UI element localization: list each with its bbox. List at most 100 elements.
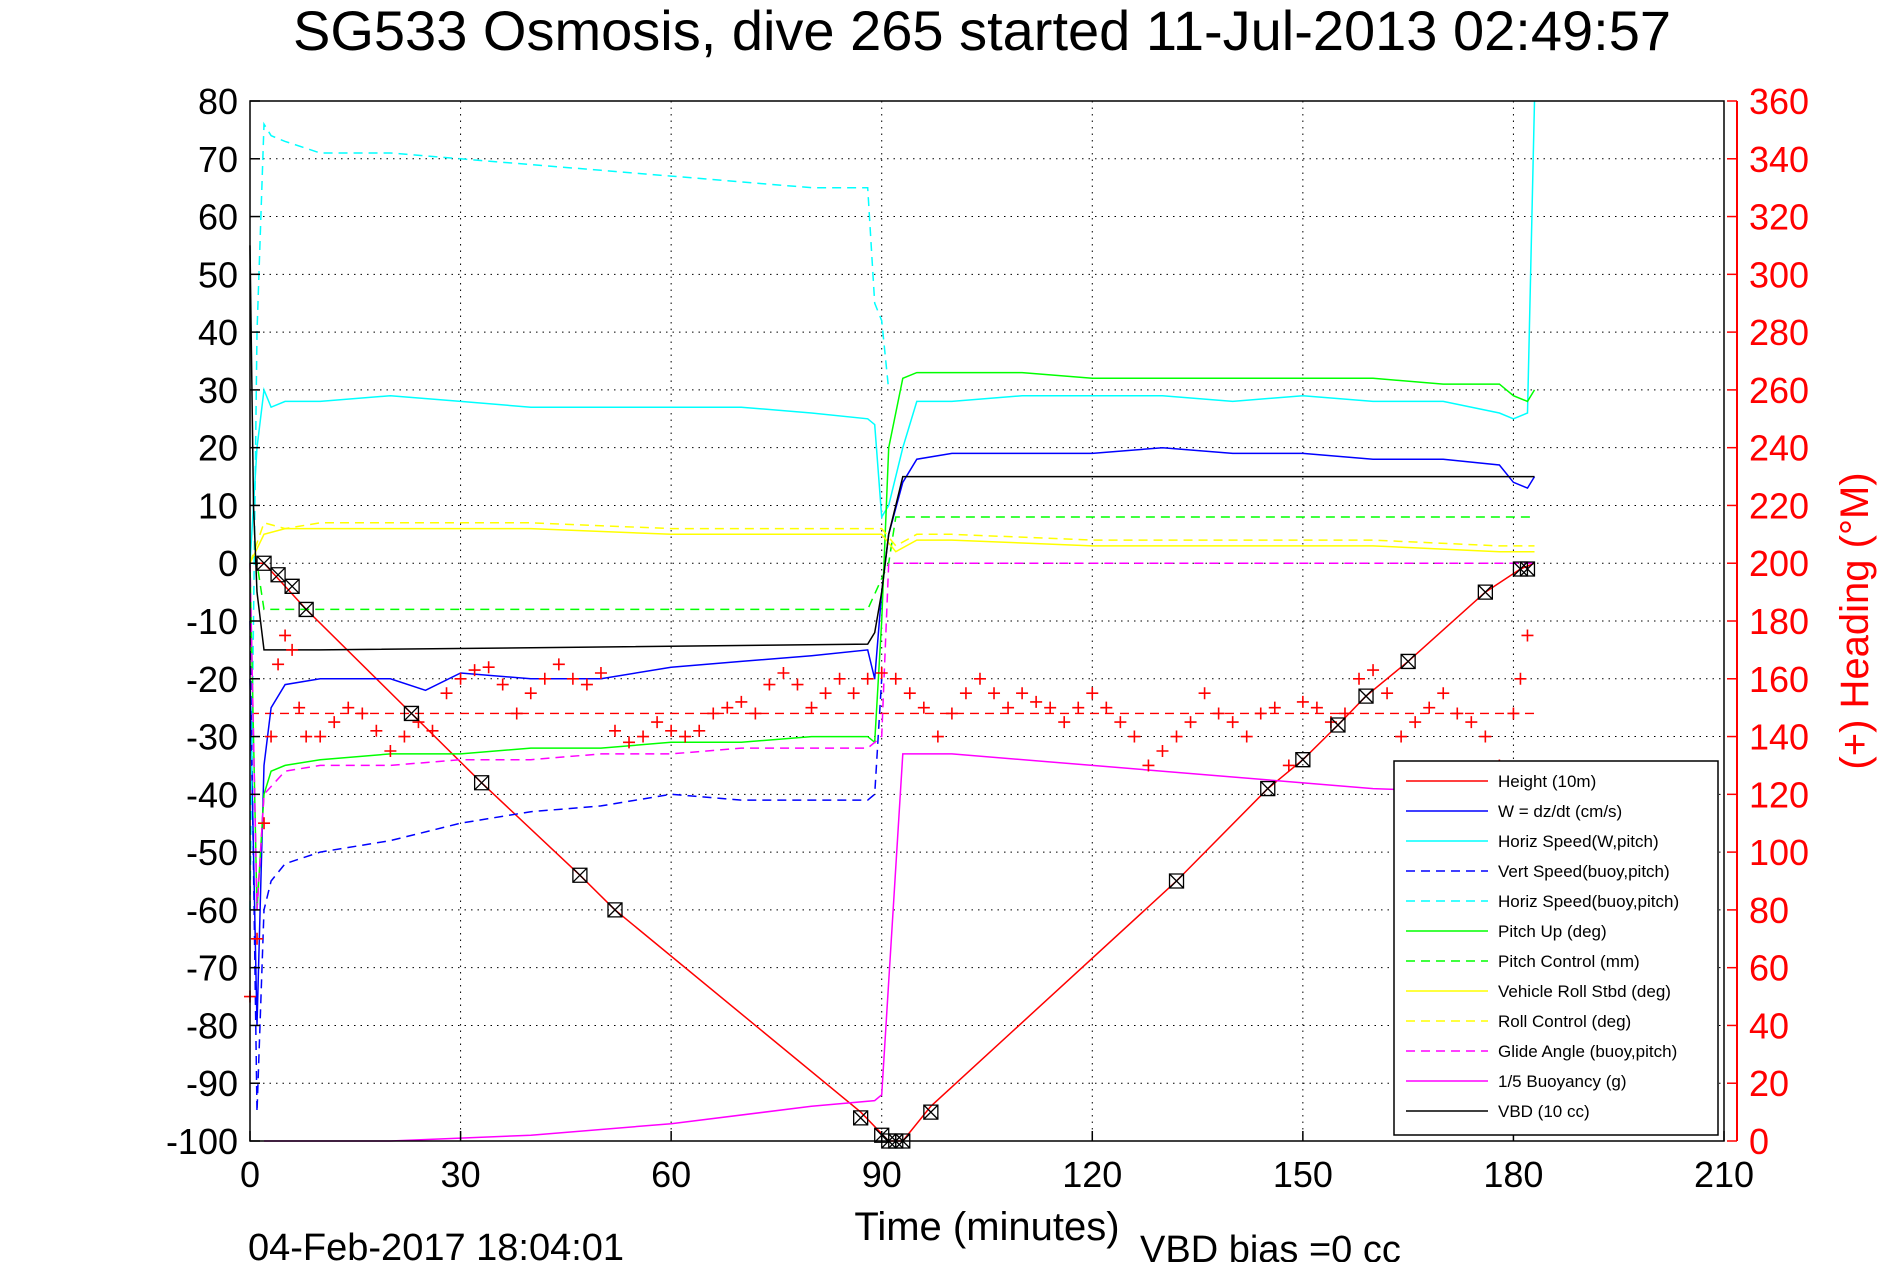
legend-box — [1393, 760, 1719, 1136]
heading-point — [1100, 701, 1113, 714]
heading-point — [1514, 672, 1527, 685]
heading-point — [1381, 687, 1394, 700]
y2-tick-label: 320 — [1749, 197, 1809, 238]
heading-point — [1016, 687, 1029, 700]
heading-point — [1268, 701, 1281, 714]
legend-label: Horiz Speed(buoy,pitch) — [1498, 892, 1679, 911]
y2-axis-label: (+) Heading (°M) — [1833, 472, 1877, 769]
x-tick-label: 210 — [1694, 1154, 1754, 1195]
y-tick-label: 60 — [198, 197, 238, 238]
heading-point — [1507, 707, 1520, 720]
heading-point — [1114, 716, 1127, 729]
heading-point — [440, 687, 453, 700]
y2-tick-label: 300 — [1749, 254, 1809, 295]
legend-label: Pitch Up (deg) — [1498, 922, 1607, 941]
heading-point — [356, 707, 369, 720]
heading-point — [1296, 695, 1309, 708]
y-axis-left: 80 70 60 50 40 30 20 10 0 -10 -20 -30 -40 -50 -60 -70 -8… — [166, 81, 260, 1162]
depth-marker — [1330, 717, 1346, 733]
legend: Height (10m) W = dz/dt (cm/s) Horiz Speed(… — [1393, 760, 1719, 1136]
y2-tick-label: 60 — [1749, 948, 1789, 989]
depth-marker — [403, 705, 420, 722]
series-line — [249, 121, 890, 910]
heading-point — [1353, 672, 1366, 685]
heading-point — [889, 672, 902, 685]
y2-tick-label: 220 — [1749, 485, 1809, 526]
x-tick-label: 120 — [1062, 1154, 1122, 1195]
heading-point — [1240, 730, 1253, 743]
heading-point — [594, 667, 607, 679]
legend-label: Height (10m) — [1498, 772, 1596, 791]
depth-marker — [1260, 780, 1276, 797]
series-line — [249, 521, 1535, 564]
heading-point — [988, 687, 1001, 700]
heading-point — [398, 730, 411, 743]
heading-point — [945, 707, 958, 720]
footer-vbd-bias: VBD bias =0 cc — [1140, 1229, 1401, 1262]
series-line — [249, 620, 883, 1113]
plot-series — [244, 100, 1536, 1149]
y-tick-label: -40 — [186, 774, 238, 815]
heading-point — [1479, 730, 1492, 743]
legend-label: Vehicle Roll Stbd (deg) — [1498, 982, 1671, 1001]
depth-marker — [298, 601, 314, 618]
heading-point — [1226, 716, 1239, 729]
y2-tick-label: 120 — [1749, 774, 1809, 815]
heading-point — [580, 678, 593, 691]
heading-point — [693, 724, 706, 737]
heading-point — [637, 730, 650, 743]
y-tick-label: -50 — [186, 832, 238, 873]
heading-point — [566, 672, 579, 685]
heading-point — [651, 716, 664, 729]
heading-point — [679, 730, 692, 743]
heading-point — [510, 707, 523, 720]
legend-label: 1/5 Buoyancy (g) — [1498, 1072, 1627, 1091]
heading-point — [623, 736, 636, 749]
heading-point — [1002, 701, 1015, 714]
y-tick-label: 80 — [198, 81, 238, 122]
x-tick-label: 90 — [862, 1154, 902, 1195]
heading-point — [1521, 629, 1534, 642]
legend-label: Roll Control (deg) — [1498, 1012, 1631, 1031]
heading-point — [931, 730, 944, 743]
x-tick-label: 150 — [1273, 1154, 1333, 1195]
y2-tick-label: 340 — [1749, 139, 1809, 180]
heading-point — [749, 707, 762, 720]
heading-point — [552, 658, 565, 671]
heading-point — [482, 661, 495, 674]
heading-point — [707, 707, 720, 720]
heading-point — [1254, 707, 1267, 720]
heading-point — [286, 643, 299, 656]
depth-marker — [572, 867, 588, 883]
heading-point — [1128, 730, 1141, 743]
y-tick-label: -90 — [186, 1063, 238, 1104]
heading-point — [1437, 687, 1450, 700]
depth-marker — [1358, 688, 1374, 704]
heading-point — [1423, 701, 1436, 714]
heading-point — [265, 730, 278, 743]
heading-point — [454, 672, 467, 685]
heading-point — [819, 687, 832, 700]
depth-marker — [1295, 752, 1311, 768]
legend-label: W = dz/dt (cm/s) — [1498, 802, 1622, 821]
y-tick-label: -80 — [186, 1005, 238, 1046]
x-tick-label: 30 — [441, 1154, 481, 1195]
heading-point — [468, 664, 481, 677]
legend-label: Pitch Control (mm) — [1498, 952, 1640, 971]
heading-point — [1030, 695, 1043, 708]
y-tick-label: -70 — [186, 948, 238, 989]
y-tick-label: -30 — [186, 717, 238, 758]
depth-marker — [473, 775, 490, 791]
x-tick-label: 0 — [240, 1154, 260, 1195]
heading-point — [777, 667, 790, 679]
y-tick-label: 50 — [198, 254, 238, 295]
series-line — [249, 371, 1536, 910]
heading-point — [251, 932, 264, 945]
heading-point — [959, 687, 972, 700]
heading-point — [426, 724, 439, 737]
y2-tick-label: 80 — [1749, 890, 1789, 931]
chart-title: SG533 Osmosis, dive 265 started 11-Jul-2… — [293, 0, 1671, 62]
heading-point — [903, 687, 916, 700]
heading-point — [1156, 745, 1169, 757]
